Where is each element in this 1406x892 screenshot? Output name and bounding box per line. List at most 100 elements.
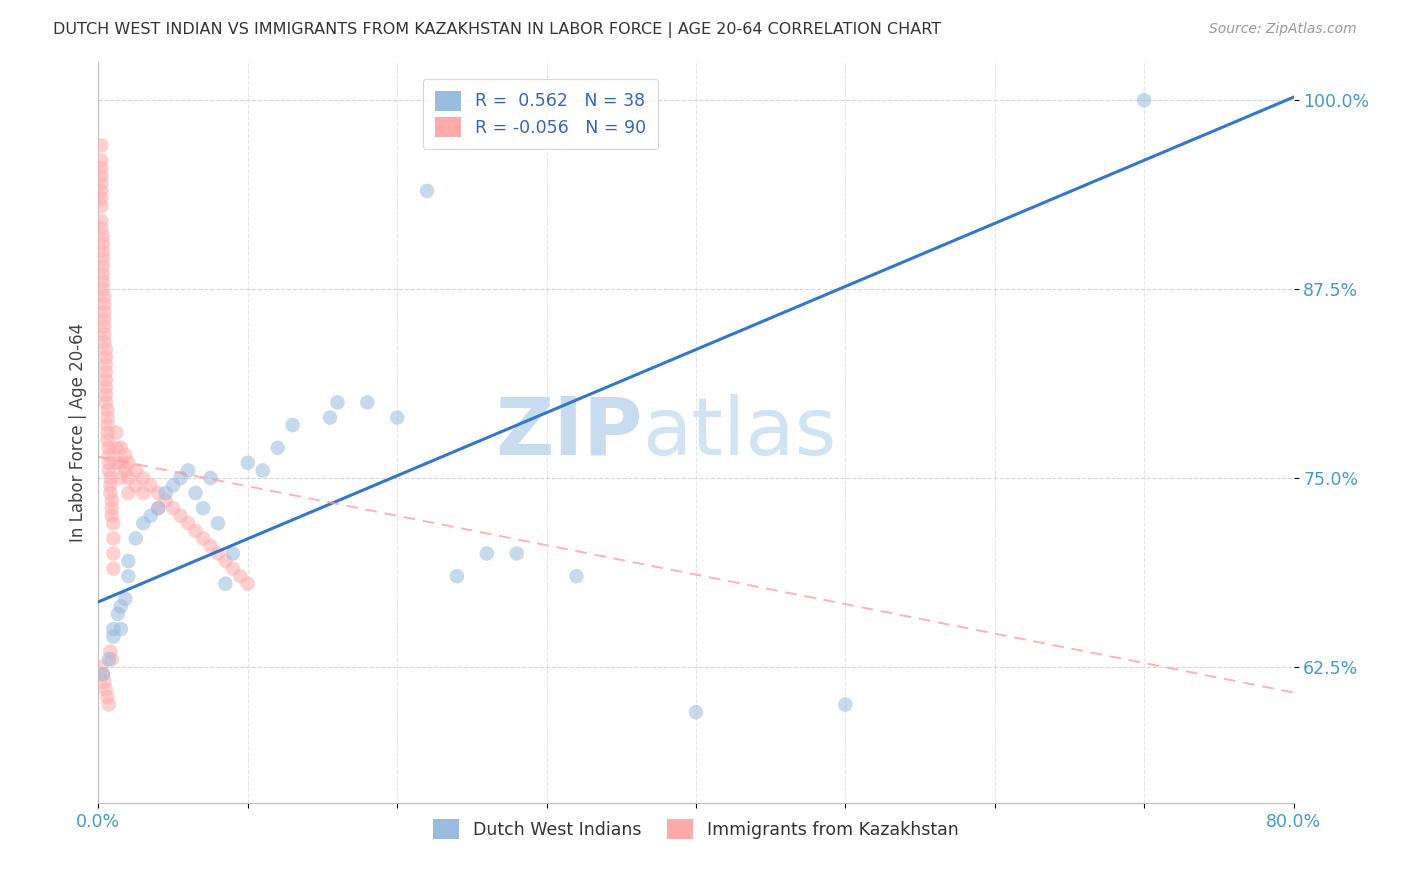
Point (97, 448, 120, 462)
Point (91, 267, 114, 281)
Point (90, 191, 112, 205)
Text: Source: ZipAtlas.com: Source: ZipAtlas.com (1209, 22, 1357, 37)
Point (125, 532, 148, 546)
Point (236, 576, 259, 591)
Point (97, 463, 120, 477)
Point (90, 161, 112, 176)
Point (222, 547, 245, 561)
Point (90, 660, 112, 674)
Point (1133, 93, 1156, 107)
Point (96, 403, 118, 417)
Point (155, 486, 177, 500)
Point (94, 395, 117, 409)
Point (110, 471, 132, 485)
Point (90, 153, 112, 168)
Point (177, 516, 200, 531)
Point (117, 569, 139, 583)
Point (117, 486, 139, 500)
Point (110, 622, 132, 636)
Point (90, 169, 112, 183)
Point (90, 138, 112, 153)
Point (184, 486, 207, 500)
Point (416, 184, 439, 198)
Legend: Dutch West Indians, Immigrants from Kazakhstan: Dutch West Indians, Immigrants from Kaza… (426, 812, 966, 846)
Point (93, 297, 115, 311)
Point (148, 501, 170, 516)
Point (103, 622, 125, 636)
Point (96, 433, 118, 447)
Point (236, 456, 259, 470)
Point (169, 471, 191, 485)
Point (214, 576, 236, 591)
Point (97, 698, 120, 712)
Point (96, 410, 118, 425)
Point (834, 698, 856, 712)
Point (506, 547, 529, 561)
Point (267, 441, 290, 455)
Point (132, 486, 155, 500)
Point (90, 199, 112, 213)
Point (94, 365, 117, 379)
Point (148, 501, 170, 516)
Point (94, 350, 117, 364)
Point (93, 312, 115, 326)
Point (319, 410, 342, 425)
Point (103, 561, 125, 575)
Point (90, 177, 112, 191)
Point (184, 524, 207, 538)
Point (110, 441, 132, 455)
Point (91, 667, 114, 681)
Point (91, 667, 114, 681)
Point (105, 425, 128, 440)
Point (98, 471, 122, 485)
Point (94, 380, 117, 394)
Point (162, 478, 184, 492)
Point (97, 441, 120, 455)
Point (207, 516, 229, 531)
Point (96, 690, 118, 704)
Point (94, 388, 117, 402)
Point (90, 184, 112, 198)
Point (125, 463, 148, 477)
Point (114, 591, 136, 606)
Point (229, 569, 252, 583)
Point (385, 410, 409, 425)
Point (281, 418, 304, 433)
Point (114, 448, 136, 462)
Point (93, 304, 115, 318)
Point (90, 214, 112, 228)
Point (107, 607, 129, 621)
Text: DUTCH WEST INDIAN VS IMMIGRANTS FROM KAZAKHSTAN IN LABOR FORCE | AGE 20-64 CORRE: DUTCH WEST INDIAN VS IMMIGRANTS FROM KAZ… (53, 22, 942, 38)
Point (101, 508, 124, 523)
Point (446, 569, 468, 583)
Point (96, 418, 118, 433)
Point (93, 674, 115, 689)
Point (101, 501, 124, 516)
Point (114, 463, 136, 477)
Point (94, 373, 117, 387)
Point (94, 682, 117, 697)
Point (101, 493, 124, 508)
Point (191, 501, 214, 516)
Point (91, 260, 114, 274)
Point (94, 343, 117, 357)
Point (91, 236, 114, 251)
Point (475, 547, 498, 561)
Point (169, 508, 191, 523)
Point (91, 252, 114, 266)
Point (98, 486, 122, 500)
Text: atlas: atlas (643, 393, 837, 472)
Point (101, 652, 124, 666)
Point (200, 539, 222, 553)
Point (103, 516, 125, 531)
Point (98, 645, 122, 659)
Point (207, 547, 229, 561)
Point (200, 471, 222, 485)
Point (97, 456, 120, 470)
Point (117, 554, 139, 568)
Point (91, 275, 114, 289)
Point (98, 478, 122, 492)
Point (191, 532, 214, 546)
Point (91, 282, 114, 296)
Point (94, 358, 117, 372)
